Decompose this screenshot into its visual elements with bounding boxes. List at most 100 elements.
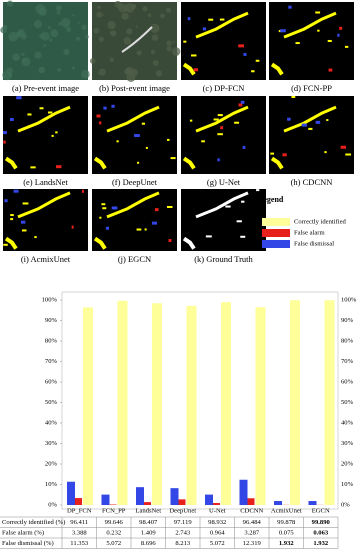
panel-caption: (e) LandsNet [23,177,68,187]
speck [308,127,313,130]
y-tick-label: 90% [45,317,58,324]
streak [93,156,107,170]
texture [7,72,12,77]
speck [282,153,287,157]
x-tick-label: DeepUnet [169,508,196,515]
texture [126,28,133,35]
image-panel [269,96,354,174]
table-cell: 3.287 [244,529,260,536]
texture [165,7,172,13]
speck [145,146,148,149]
texture [6,0,14,7]
speck [105,226,110,230]
texture [124,2,135,13]
texture [56,10,61,15]
y-tick-label: 80% [45,338,58,345]
texture [80,69,90,79]
speck [3,243,8,246]
bar [221,302,231,505]
panel-caption: (d) FCN-PP [291,83,332,93]
texture [39,34,44,39]
bar [152,303,162,505]
texture [33,20,43,29]
texture [57,67,62,72]
texture [72,66,76,70]
speck [99,121,102,125]
table-cell: 1.932 [313,540,329,547]
speck [55,131,58,134]
bar [247,498,255,505]
texture [151,34,159,41]
panel-caption: (f) DeepUnet [112,177,158,187]
speck [242,145,246,149]
speck [219,18,225,21]
speck [10,214,14,217]
speck [39,107,44,110]
speck [166,138,170,141]
y2-tick-label: 90% [341,317,354,324]
speck [326,119,329,122]
texture [152,60,159,67]
table-cell: 99.646 [105,519,124,526]
speck [225,205,231,208]
bar [136,487,144,505]
speck [71,225,74,229]
speck [102,207,107,210]
image [3,96,88,174]
panel-caption: (b) Post-event image [99,83,170,93]
texture [171,47,181,56]
texture [21,52,25,57]
image-panel [181,2,266,80]
y-tick-label: 40% [45,420,58,427]
speck [3,140,6,144]
legend-label: False alarm [294,230,325,237]
speck [168,239,172,243]
speck [208,18,214,21]
texture [78,21,81,24]
speck [240,235,246,238]
texture [98,36,104,42]
speck [256,189,260,192]
texture [0,26,7,34]
texture [142,6,148,12]
speck [240,100,245,104]
panel-caption: (k) Ground Truth [194,254,253,264]
streak [195,11,249,39]
speck [13,189,19,193]
speck [10,218,14,221]
texture [72,14,75,17]
y2-tick-label: 0% [341,502,350,509]
texture [48,38,53,42]
speck [47,111,53,114]
speck [243,52,247,56]
speck [111,104,115,108]
texture [155,70,163,77]
texture [136,50,142,56]
texture [38,66,46,74]
texture [97,5,101,10]
x-tick-label: U-Net [209,508,226,515]
speck [191,54,197,57]
texture [118,2,122,6]
speck [4,199,8,203]
speck [339,26,343,30]
speck [21,229,27,232]
table-cell: 0.964 [210,529,226,536]
texture [98,68,106,76]
image [181,96,266,174]
speck [189,119,193,122]
texture [40,31,50,41]
speck [193,68,199,72]
texture [66,27,72,32]
y2-tick-label: 80% [341,338,354,345]
speck [255,59,260,62]
row-label: Correctly identified (%) [2,519,65,526]
texture [38,7,48,16]
legend-title: Legend [258,195,284,204]
y2-tick-label: 30% [341,440,354,447]
table-cell: 99.890 [312,519,331,526]
table-cell: 1.409 [141,529,157,536]
speck [236,220,242,223]
x-tick-label: LandsNet [135,508,161,515]
texture [34,51,42,59]
